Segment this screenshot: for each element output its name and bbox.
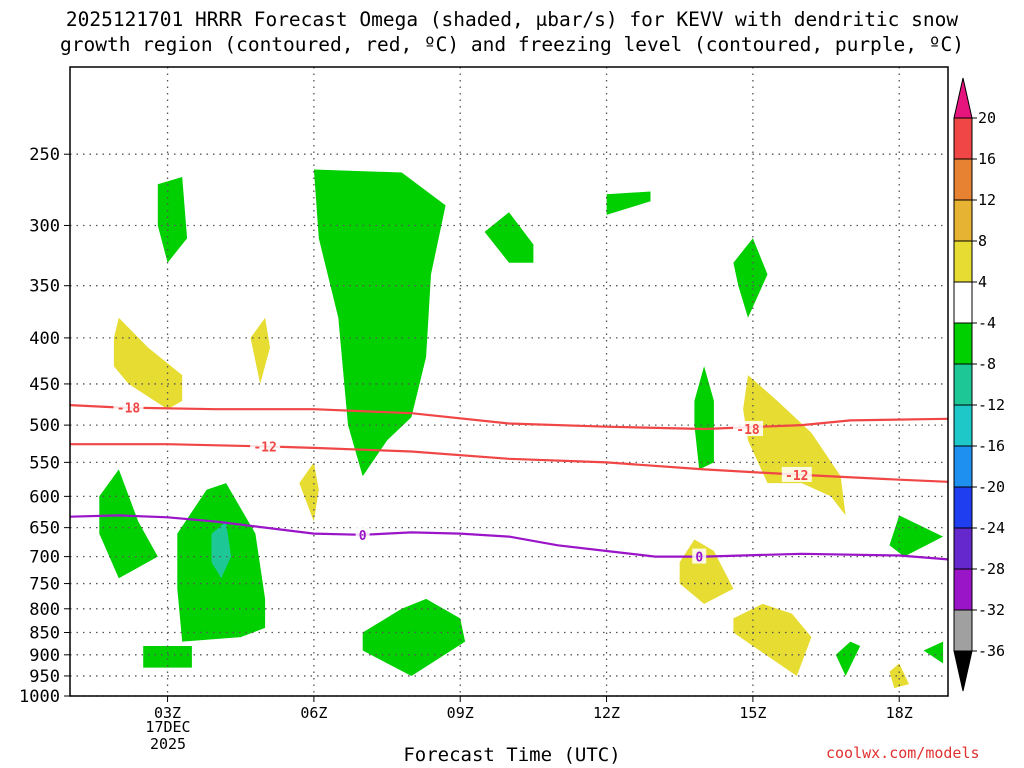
omega-region — [113, 317, 183, 410]
colorbar-arrow-low — [953, 650, 973, 692]
x-tick-label: 03Z — [154, 704, 181, 722]
omega-region — [157, 177, 188, 263]
x-tick-label: 09Z — [447, 704, 474, 722]
omega-region — [889, 515, 944, 557]
omega-region — [733, 238, 768, 318]
colorbar-label: -4 — [978, 314, 996, 332]
colorbar-label: 8 — [978, 232, 987, 250]
x-tick-label: 06Z — [300, 704, 327, 722]
credit-link[interactable]: coolwx.com/models — [826, 744, 980, 762]
omega-region — [211, 521, 231, 579]
date-label-year: 2025 — [149, 735, 187, 753]
contour-label-bg — [113, 399, 144, 415]
colorbar-segment — [953, 404, 973, 447]
colorbar-label: 4 — [978, 273, 987, 291]
y-tick-label: 600 — [29, 487, 60, 507]
omega-region — [743, 375, 846, 516]
colorbar-label: -24 — [978, 519, 1005, 537]
x-tick-label: 15Z — [739, 704, 766, 722]
omega-region — [250, 317, 270, 384]
y-tick-label: 700 — [29, 548, 60, 568]
y-tick-label: 550 — [29, 453, 60, 473]
contour-label: 0 — [359, 529, 367, 544]
omega-region — [923, 641, 944, 664]
y-tick-label: 900 — [29, 646, 60, 666]
y-tick-label: 450 — [29, 375, 60, 395]
colorbar-label: 20 — [978, 109, 996, 127]
omega-region — [362, 598, 466, 676]
colorbar-segment — [953, 363, 973, 406]
colorbar-segment — [953, 568, 973, 611]
colorbar-label: 12 — [978, 191, 996, 209]
contour-label-bg — [733, 420, 764, 436]
contour-label: -18 — [117, 402, 141, 417]
colorbar-label: -28 — [978, 560, 1005, 578]
colorbar-segment — [953, 445, 973, 488]
colorbar-label: -8 — [978, 355, 996, 373]
colorbar-segment — [953, 281, 973, 324]
y-tick-label: 650 — [29, 519, 60, 539]
omega-region — [484, 212, 534, 263]
contour-label-bg — [250, 438, 281, 454]
contour-line — [69, 514, 949, 561]
colorbar-segment — [953, 527, 973, 570]
colorbar-arrow-high — [953, 77, 973, 119]
x-tick-label: 12Z — [593, 704, 620, 722]
chart-title-line1: 2025121701 HRRR Forecast Omega (shaded, … — [65, 8, 959, 31]
contour-label-bg — [692, 548, 707, 564]
y-tick-label: 950 — [29, 667, 60, 687]
y-tick-label: 800 — [29, 600, 60, 620]
y-tick-label: 350 — [29, 277, 60, 297]
omega-region — [694, 366, 714, 470]
x-axis-title: Forecast Time (UTC) — [403, 744, 621, 766]
omega-region — [143, 646, 192, 668]
colorbar-segment — [953, 486, 973, 529]
colorbar-segment — [953, 199, 973, 242]
colorbar-label: -16 — [978, 437, 1005, 455]
colorbar-label: -12 — [978, 396, 1005, 414]
contour-label: -12 — [785, 469, 808, 484]
colorbar-segment — [953, 158, 973, 201]
colorbar-label: -20 — [978, 478, 1005, 496]
contour-label: -18 — [736, 423, 760, 438]
colorbar-segment — [953, 240, 973, 283]
colorbar-segment — [953, 322, 973, 365]
colorbar-label: -32 — [978, 601, 1005, 619]
contour-line — [70, 443, 949, 483]
colorbar-segment — [953, 609, 973, 652]
contour-line — [69, 404, 949, 431]
y-tick-label: 500 — [29, 416, 60, 436]
contour-label-bg — [781, 466, 812, 482]
contour-label: -12 — [253, 440, 276, 455]
colorbar-label: -36 — [978, 642, 1005, 660]
y-tick-label: 1000 — [19, 687, 60, 707]
y-tick-label: 850 — [29, 623, 60, 643]
omega-region — [313, 169, 446, 477]
plot-frame — [69, 66, 949, 697]
omega-region — [733, 603, 812, 676]
omega-region — [835, 641, 861, 676]
chart-title-line2: growth region (contoured, red, ºC) and f… — [60, 33, 964, 56]
y-tick-label: 250 — [29, 145, 60, 165]
colorbar-segment — [953, 117, 973, 160]
x-tick-label: 18Z — [886, 704, 913, 722]
omega-region — [889, 663, 909, 689]
y-tick-label: 400 — [29, 329, 60, 349]
contour-label: 0 — [695, 551, 703, 566]
y-tick-label: 750 — [29, 575, 60, 595]
y-tick-label: 300 — [29, 216, 60, 236]
omega-region — [606, 191, 651, 215]
omega-region — [99, 469, 158, 579]
contour-label-bg — [355, 526, 370, 542]
colorbar-label: 16 — [978, 150, 996, 168]
date-label-day: 17DEC — [145, 718, 191, 736]
